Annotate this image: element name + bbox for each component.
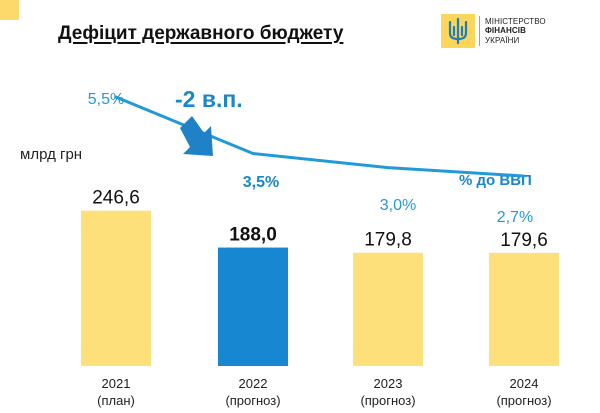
bar-2021: [81, 210, 151, 366]
x-tick-sublabel-2022: (прогноз): [225, 393, 280, 408]
x-tick-sublabel-2023: (прогноз): [360, 393, 415, 408]
bar-value-label-2021: 246,6: [92, 188, 140, 209]
line-value-label-2022: 3,5%: [243, 174, 279, 191]
bar-value-label-2022: 188,0: [229, 225, 277, 246]
down-arrow-icon: [180, 116, 213, 156]
ministry-name-line-3: УКРАЇНИ: [485, 35, 520, 45]
corner-accent: [0, 0, 19, 20]
x-tick-label-2023: 2023: [374, 376, 403, 391]
x-tick-label-2021: 2021: [102, 376, 131, 391]
bar-2022: [218, 247, 288, 366]
y-axis-unit-label: млрд грн: [20, 146, 83, 163]
page-title: Дефіцит державного бюджету: [58, 23, 344, 44]
bar-2023: [353, 252, 423, 366]
ministry-name-line-2: ФІНАНСІВ: [485, 26, 526, 36]
logo-divider: [479, 16, 480, 46]
bar-value-label-2024: 179,6: [500, 230, 548, 251]
x-tick-label-2022: 2022: [239, 376, 268, 391]
ministry-name: МІНІСТЕРСТВО ФІНАНСІВ УКРАЇНИ: [485, 17, 546, 46]
line-value-label-2021: 5,5%: [88, 91, 124, 108]
ministry-logo: МІНІСТЕРСТВО ФІНАНСІВ УКРАЇНИ: [441, 14, 546, 48]
line-value-label-2023: 3,0%: [380, 197, 416, 214]
gdp-share-line: [114, 95, 526, 178]
x-tick-label-2024: 2024: [510, 376, 539, 391]
x-tick-sublabel-2021: (план): [97, 393, 135, 408]
bar-2024: [489, 252, 559, 366]
trident-emblem-icon: [441, 14, 475, 48]
line-value-label-2024: 2,7%: [497, 209, 533, 226]
bar-value-label-2023: 179,8: [364, 230, 412, 251]
ministry-name-line-1: МІНІСТЕРСТВО: [485, 16, 546, 26]
x-tick-sublabel-2024: (прогноз): [496, 393, 551, 408]
change-badge: -2 в.п.: [175, 86, 243, 112]
